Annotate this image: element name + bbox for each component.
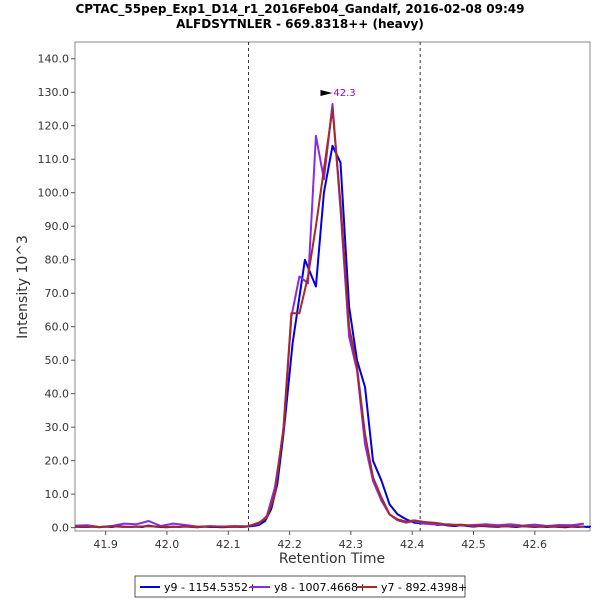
peak-arrow-icon	[320, 89, 333, 96]
legend-entry: y8 - 1007.4668+	[274, 581, 367, 594]
x-tick-label: 42.3	[339, 538, 364, 551]
y-tick-label: 70.0	[45, 287, 70, 300]
y-tick-label: 50.0	[45, 354, 70, 367]
y-tick-label: 80.0	[45, 254, 70, 267]
x-tick-label: 42.4	[400, 538, 425, 551]
y-tick-label: 90.0	[45, 220, 70, 233]
x-axis-label: Retention Time	[279, 551, 385, 567]
y-tick-label: 40.0	[45, 388, 70, 401]
x-tick-label: 42.0	[155, 538, 180, 551]
y-tick-label: 30.0	[45, 421, 70, 434]
x-tick-label: 41.9	[93, 538, 118, 551]
series-layer	[74, 103, 591, 529]
legend-box	[134, 575, 466, 598]
peak-label: 42.3	[333, 88, 355, 99]
x-axis: 41.9 42.0 42.1 42.2 42.3 42.4 42.5 42.6	[93, 531, 547, 551]
y-tick-label: 20.0	[45, 455, 70, 468]
y-tick-label: 10.0	[45, 488, 70, 501]
plot-area	[74, 41, 591, 532]
x-tick-label: 42.5	[461, 538, 486, 551]
chart-title: CPTAC_55pep_Exp1_D14_r1_2016Feb04_Gandal…	[75, 2, 524, 17]
y-tick-label: 140.0	[38, 53, 70, 66]
legend-entry: y7 - 892.4398+	[381, 581, 467, 594]
legend: y9 - 1154.5352+ y8 - 1007.4668+ y7 - 892.4…	[134, 575, 467, 598]
peak-annotation: 42.3	[320, 88, 356, 99]
series-line-2	[74, 103, 585, 528]
x-tick-label: 42.2	[277, 538, 302, 551]
y-axis: 0.0 10.0 20.0 30.0 40.0 50.0 60.0 70.0 80.0 90.0 1…	[38, 53, 75, 535]
legend-entry: y9 - 1154.5352+	[164, 581, 257, 594]
y-tick-label: 110.0	[38, 153, 70, 166]
y-tick-label: 60.0	[45, 321, 70, 334]
y-tick-label: 0.0	[52, 522, 70, 535]
y-tick-label: 120.0	[38, 120, 70, 133]
chart-subtitle: ALFDSYTNLER - 669.8318++ (heavy)	[176, 17, 424, 31]
y-axis-label: Intensity 10^3	[15, 235, 31, 339]
x-tick-label: 42.1	[216, 538, 241, 551]
y-tick-label: 100.0	[38, 187, 70, 200]
series-line-3	[74, 108, 584, 528]
y-tick-label: 130.0	[38, 86, 70, 99]
x-tick-label: 42.6	[523, 538, 548, 551]
